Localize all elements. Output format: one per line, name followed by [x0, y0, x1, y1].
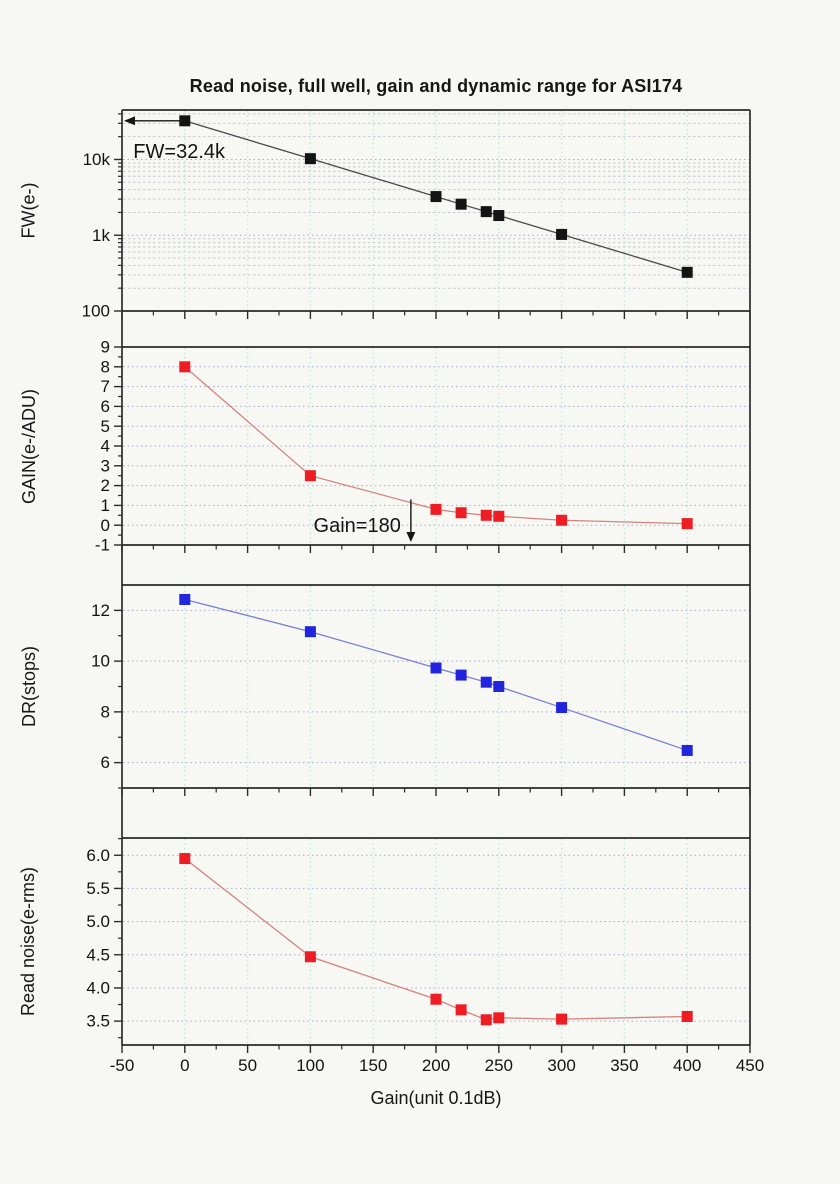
- data-point-marker: [455, 507, 467, 519]
- data-point-marker: [455, 1004, 467, 1016]
- y-tick-label: 3.5: [86, 1012, 110, 1031]
- x-tick-label: 0: [180, 1056, 189, 1075]
- y-tick-label: 100: [82, 302, 110, 321]
- series-line: [184, 120, 688, 273]
- data-point-marker: [480, 1014, 492, 1026]
- data-point-marker: [179, 593, 191, 605]
- data-point-marker: [455, 198, 467, 210]
- x-tick-label: 200: [422, 1056, 450, 1075]
- x-tick-label: 100: [296, 1056, 324, 1075]
- data-point-marker: [556, 228, 568, 240]
- series-line: [184, 858, 688, 1021]
- y-tick-label: 4.5: [86, 945, 110, 964]
- y-tick-label: 8: [101, 357, 110, 376]
- x-tick-label: -50: [110, 1056, 135, 1075]
- data-point-marker: [681, 266, 693, 278]
- x-tick-label: 400: [673, 1056, 701, 1075]
- series-line: [184, 366, 688, 525]
- y-tick-label: 5.5: [86, 879, 110, 898]
- data-point-marker: [556, 1013, 568, 1025]
- y-tick-label: 6: [101, 397, 110, 416]
- annotation-arrowhead: [124, 116, 135, 126]
- data-point-marker: [480, 676, 492, 688]
- y-tick-label: 2: [101, 476, 110, 495]
- chart-title: Read noise, full well, gain and dynamic …: [189, 76, 683, 96]
- panel-dynamic-range: 6 8 10 12: [91, 584, 751, 796]
- data-point-marker: [304, 153, 316, 165]
- data-point-marker: [556, 702, 568, 714]
- y-tick-label: 10k: [83, 150, 111, 169]
- data-point-marker: [179, 361, 191, 373]
- x-tick-label: 150: [359, 1056, 387, 1075]
- y-tick-label: 8: [101, 702, 110, 721]
- data-point-marker: [480, 206, 492, 218]
- plot-frame: [121, 110, 751, 1045]
- x-tick-label: 250: [485, 1056, 513, 1075]
- panel-full-well: FW=32.4k 100 1k 10k: [82, 109, 751, 321]
- data-point-marker: [179, 853, 191, 865]
- y-tick-label: 9: [101, 338, 110, 357]
- y-tick-label: 5.0: [86, 912, 110, 931]
- data-point-marker: [430, 993, 442, 1005]
- x-tick-label: 50: [238, 1056, 257, 1075]
- data-point-marker: [304, 951, 316, 963]
- y-tick-label: -1: [95, 536, 110, 555]
- data-point-marker: [480, 509, 492, 521]
- y-tick-label: 7: [101, 377, 110, 396]
- series-line: [184, 598, 688, 752]
- annotation-label: Gain=180: [314, 515, 401, 537]
- data-point-marker: [430, 662, 442, 674]
- data-point-marker: [304, 470, 316, 482]
- y-tick-label: 10: [91, 652, 110, 671]
- data-point-marker: [304, 626, 316, 638]
- y-tick-label: 6.0: [86, 846, 110, 865]
- data-point-marker: [681, 744, 693, 756]
- y-tick-label: 12: [91, 601, 110, 620]
- x-axis-title: Gain(unit 0.1dB): [370, 1088, 502, 1108]
- data-point-marker: [681, 518, 693, 530]
- y-tick-label: 6: [101, 753, 110, 772]
- data-point-marker: [493, 1012, 505, 1024]
- y-tick-label: 1k: [92, 226, 110, 245]
- panel-read-noise: 3.5 4.0 4.5 5.0 5.5 6.0: [86, 837, 751, 1053]
- y-tick-label: 4: [101, 437, 110, 456]
- x-axis-tick-labels: -50 0 50 100 150 200 250 300 350 400 450: [110, 1056, 764, 1075]
- data-point-marker: [493, 510, 505, 522]
- x-tick-label: 350: [610, 1056, 638, 1075]
- data-point-marker: [430, 191, 442, 203]
- y-tick-label: 0: [101, 516, 110, 535]
- data-point-marker: [493, 681, 505, 692]
- y-tick-label: 4.0: [86, 979, 110, 998]
- data-point-marker: [430, 503, 442, 515]
- y-tick-label: 5: [101, 417, 110, 436]
- annotation-arrowhead: [406, 532, 416, 543]
- data-point-marker: [455, 669, 467, 681]
- x-tick-label: 300: [547, 1056, 575, 1075]
- y-tick-label: 1: [101, 496, 110, 515]
- y-tick-label: 3: [101, 456, 110, 475]
- data-point-marker: [681, 1010, 693, 1022]
- annotation-label: FW=32.4k: [133, 141, 226, 163]
- data-point-marker: [556, 514, 568, 526]
- data-point-marker: [493, 210, 505, 222]
- x-tick-label: 450: [736, 1056, 764, 1075]
